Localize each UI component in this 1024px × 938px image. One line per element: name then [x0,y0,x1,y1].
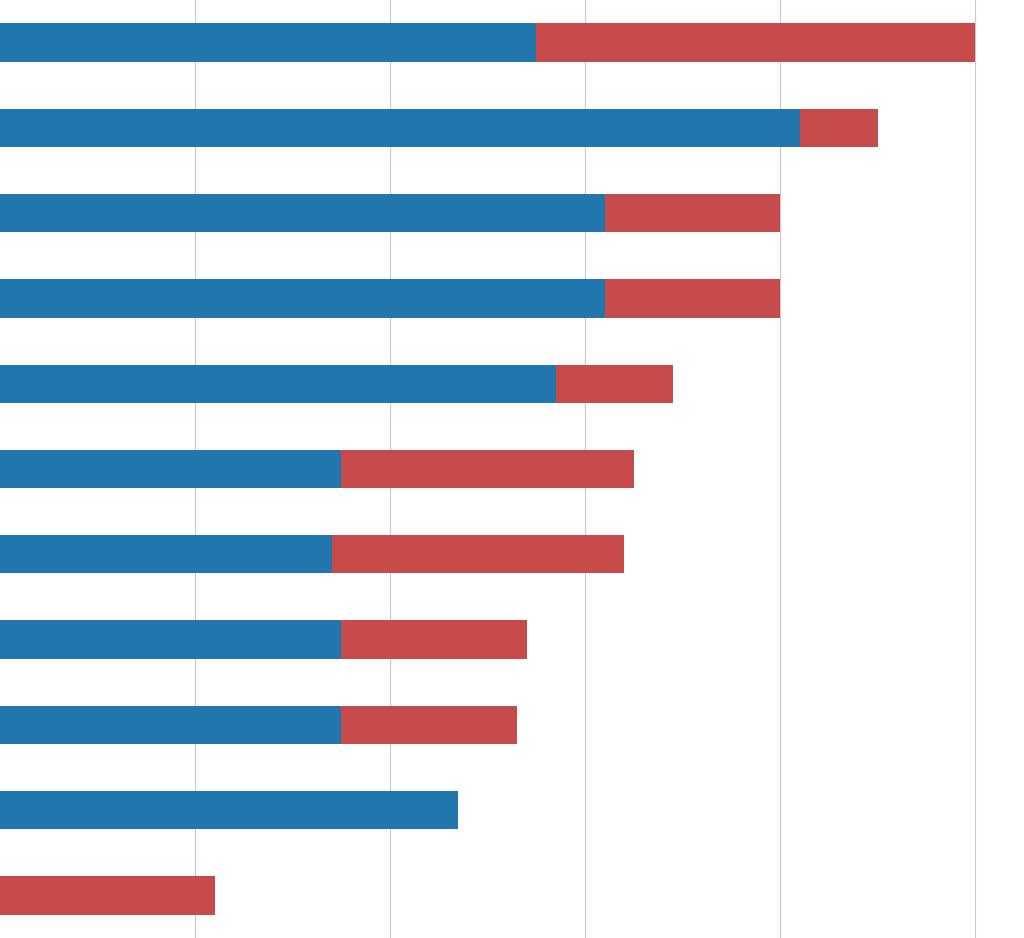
Bar [604,194,780,233]
Bar [0,705,341,744]
Bar [0,365,556,403]
Bar [800,109,878,147]
Bar [341,705,517,744]
Bar [604,280,780,318]
Bar [332,535,625,573]
Bar [0,620,341,658]
Bar [0,876,215,915]
Bar [341,450,634,488]
Bar [0,280,604,318]
Bar [341,620,526,658]
Bar [0,535,332,573]
Bar [0,194,604,233]
Bar [0,23,537,62]
Bar [537,23,975,62]
Bar [0,109,800,147]
Bar [0,450,341,488]
Bar [0,791,459,829]
Bar [556,365,673,403]
